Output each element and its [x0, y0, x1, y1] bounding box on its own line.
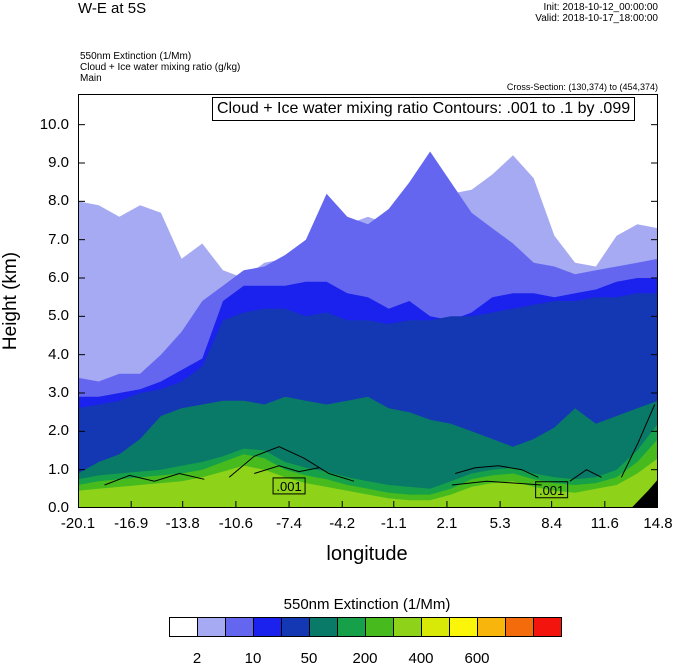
y-tick-label: 1.0: [48, 460, 69, 478]
y-tick-label: 10.0: [39, 115, 69, 133]
init-time: Init: 2018-10-12_00:00:00: [543, 2, 658, 13]
y-tick-label: 6.0: [48, 269, 69, 286]
colorbar-swatch: [477, 617, 506, 637]
x-tick-label: 2.1: [436, 515, 458, 532]
cloud-contour-line: [451, 480, 542, 486]
colorbar-swatch: [365, 617, 394, 637]
field-label-extinction: 550nm Extinction (1/Mm): [80, 51, 192, 62]
plot-title: W-E at 5S: [78, 0, 147, 17]
extinction-layer-300: [78, 458, 658, 508]
x-tick-label: 5.3: [489, 515, 511, 532]
valid-time: Valid: 2018-10-17_18:00:00: [535, 13, 658, 24]
x-tick-label: 11.6: [590, 515, 619, 532]
cloud-contour-line: [620, 404, 656, 478]
contour-annotation: Cloud + Ice water mixing ratio Contours:…: [212, 97, 636, 121]
cross-section-plot: .001 .001: [78, 94, 658, 508]
colorbar-swatch: [533, 617, 562, 637]
cross-section-chart: .001 .001: [78, 94, 658, 508]
y-tick-label: 9.0: [48, 154, 69, 171]
cloud-contour-line: [455, 465, 539, 478]
colorbar-label: 600: [464, 650, 490, 667]
x-tick-label: -4.2: [329, 515, 356, 532]
colorbar-swatch: [505, 617, 534, 637]
x-tick-label: -20.1: [60, 515, 96, 532]
cloud-contour-line: [569, 469, 602, 482]
x-tick-label: 8.4: [541, 515, 563, 532]
colorbar-swatch: [421, 617, 450, 637]
y-tick-label: 4.0: [48, 345, 69, 363]
contour-label-box: [272, 477, 306, 495]
colorbar-swatch: [225, 617, 254, 637]
cloud-contour-line: [254, 465, 320, 474]
colorbar-title: 550nm Extinction (1/Mm): [283, 596, 451, 613]
colorbar-label: 200: [352, 650, 378, 667]
x-tick-label: -10.6: [218, 515, 253, 532]
colorbar-swatch: [197, 617, 226, 637]
cloud-contour-line: [228, 446, 355, 482]
cross-section-label: Cross-Section: (130,374) to (454,374): [506, 82, 658, 92]
y-tick-label: 7.0: [48, 230, 69, 248]
x-tick-label: -1.1: [380, 515, 407, 532]
y-tick-label: 3.0: [48, 384, 69, 401]
colorbar-swatch: [449, 617, 478, 637]
y-axis-label: Height (km): [0, 251, 21, 351]
plot-frame: [78, 94, 658, 508]
x-tick-label: -16.9: [114, 515, 149, 532]
colorbar-label: 50: [300, 650, 318, 667]
x-tick-label: -7.4: [276, 515, 302, 532]
contour-label: .001: [276, 479, 301, 494]
contour-label: .001: [539, 483, 564, 498]
colorbar-label: 400: [408, 650, 434, 667]
colorbar-swatch: [253, 617, 282, 637]
colorbar-swatch: [281, 617, 310, 637]
colorbar-swatch: [393, 617, 422, 637]
y-tick-label: 8.0: [48, 192, 69, 210]
field-label-mixing-ratio: Cloud + Ice water mixing ratio (g/kg): [80, 62, 241, 73]
colorbar-label: 10: [244, 650, 262, 667]
colorbar-label: 2: [192, 650, 202, 667]
cloud-contour-line: [104, 472, 205, 486]
x-tick-label: 14.8: [643, 515, 673, 532]
colorbar-swatch: [337, 617, 366, 637]
colorbar-swatch: [309, 617, 338, 637]
field-label-main: Main: [80, 73, 102, 84]
colorbar-swatch: [169, 617, 198, 637]
x-axis-label: longitude: [326, 543, 408, 565]
y-tick-label: 2.0: [48, 422, 69, 440]
terrain: [631, 479, 658, 508]
y-tick-label: 5.0: [48, 307, 69, 325]
y-tick-label: 0.0: [48, 499, 69, 516]
contour-label-box: [535, 481, 569, 499]
x-tick-label: -13.8: [165, 515, 200, 532]
